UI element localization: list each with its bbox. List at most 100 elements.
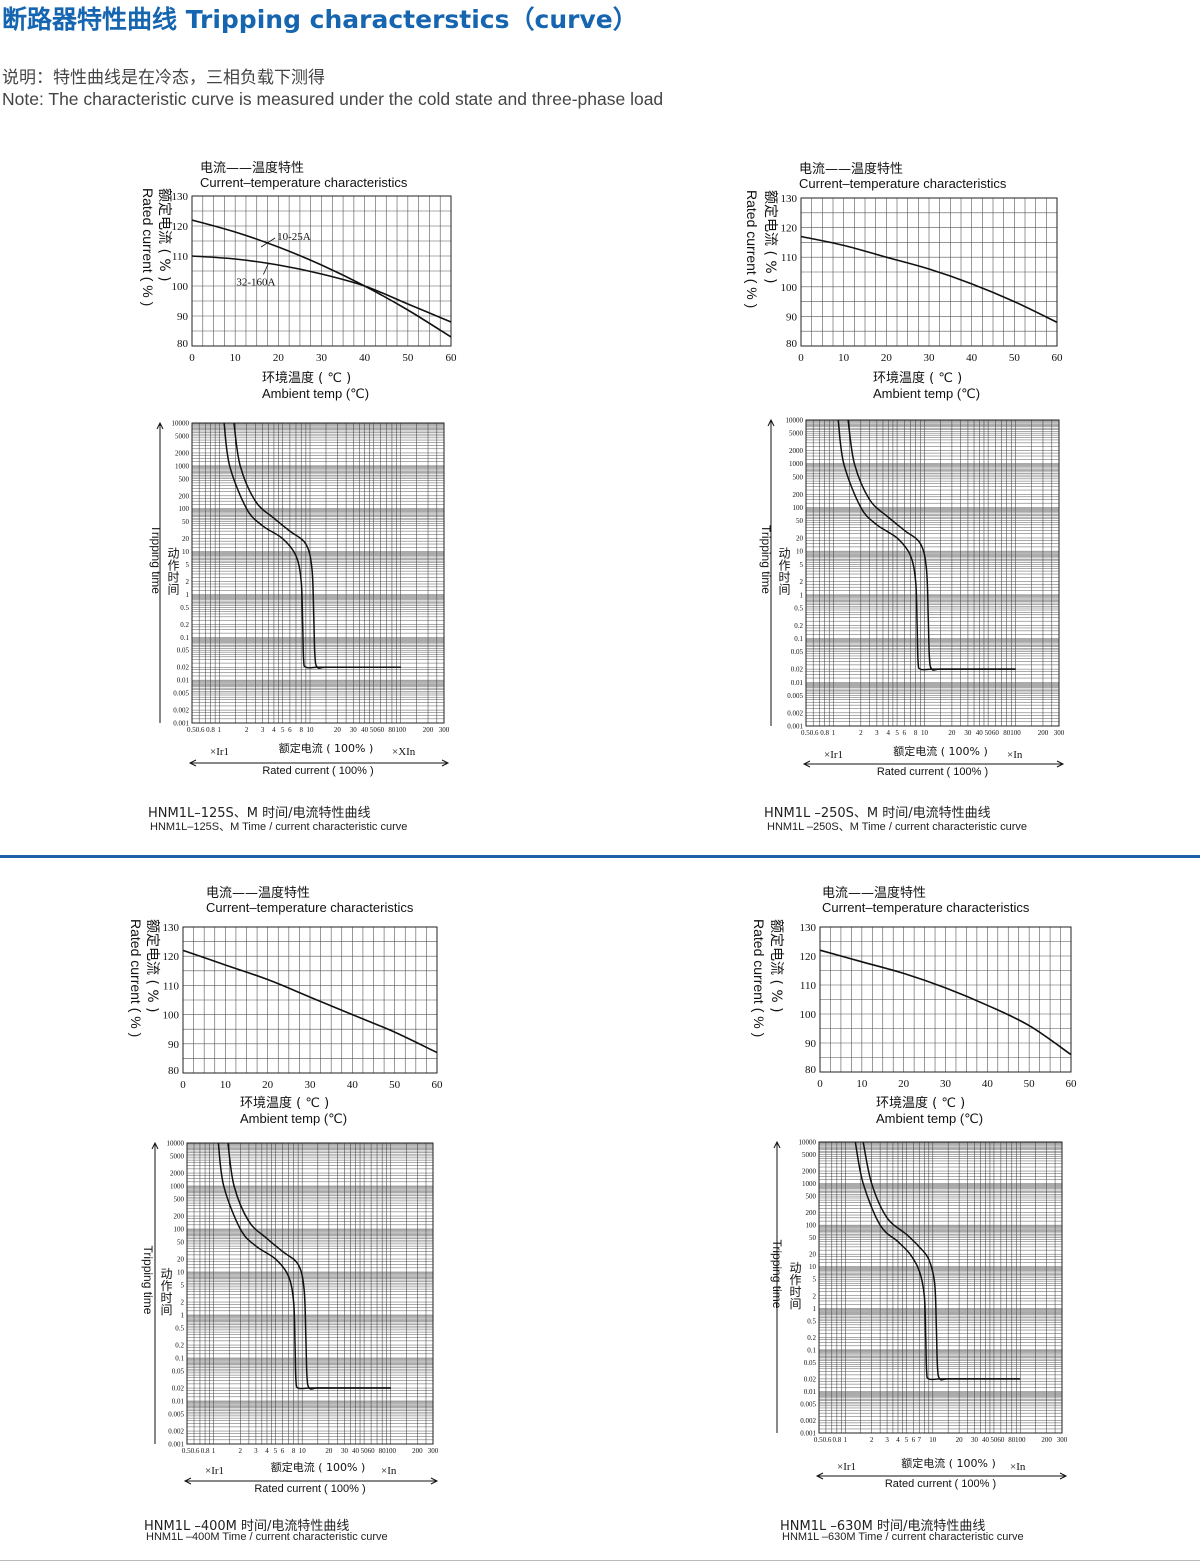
trip-x-tick: 0.50.6 bbox=[182, 1447, 200, 1455]
temp-x-tick: 50 bbox=[402, 352, 414, 364]
trip-y-tick: 200 bbox=[793, 491, 804, 499]
trip-y-tick: 200 bbox=[806, 1209, 817, 1217]
trip-xlabel-en: Rated current ( 100% ) bbox=[254, 1483, 365, 1495]
trip-x-tick: 3 bbox=[875, 729, 879, 737]
series-leader bbox=[260, 237, 276, 248]
trip-y-tick: 0.001 bbox=[787, 723, 803, 731]
trip-y-tick: 5000 bbox=[789, 430, 804, 438]
trip-x-left-label: ×Ir1 bbox=[824, 749, 843, 761]
trip-frame bbox=[191, 422, 445, 724]
trip-y-tick: 0.002 bbox=[173, 707, 189, 715]
trip-x-tick: 200 bbox=[1041, 1436, 1052, 1444]
caption-125-cn: HNM1L–125S、M 时间/电流特性曲线 bbox=[148, 806, 371, 821]
trip-x-tick: 40 bbox=[352, 1447, 360, 1455]
trip-x-tick: 6 bbox=[912, 1436, 916, 1444]
trip-x-tick: 5 bbox=[905, 1436, 909, 1444]
trip-x-left-label: ×Ir1 bbox=[837, 1461, 856, 1473]
trip-y-tick: 10 bbox=[796, 548, 804, 556]
trip-x-tick: 40 bbox=[982, 1436, 990, 1444]
trip-frame bbox=[186, 1142, 434, 1445]
series-label: 32-160A bbox=[236, 277, 275, 289]
trip-y-tick: 200 bbox=[179, 492, 190, 500]
trip-y-tick: 10000 bbox=[799, 1139, 817, 1147]
trip-ylabel-cn: 动作时间 bbox=[166, 547, 180, 595]
trip-y-tick: 5000 bbox=[175, 432, 190, 440]
trip-y-tick: 10000 bbox=[786, 417, 804, 425]
trip-x-tick: 2 bbox=[239, 1447, 243, 1455]
trip-y-tick: 0.002 bbox=[168, 1428, 184, 1436]
trip-x-right-label: ×XIn bbox=[392, 746, 416, 758]
trip-y-tick: 100 bbox=[179, 505, 190, 513]
trip-x-tick: 0.8 bbox=[206, 726, 215, 734]
temp-x-tick: 50 bbox=[1024, 1078, 1036, 1090]
arrow-right-icon bbox=[441, 759, 450, 767]
temp-ylabel-en: Rated current ( % ) bbox=[751, 919, 767, 1037]
temp-x-tick: 60 bbox=[432, 1079, 444, 1091]
temp-frame bbox=[182, 926, 438, 1074]
temp-title-cn: 电流——温度特性 bbox=[206, 885, 310, 901]
temp-x-tick: 0 bbox=[798, 352, 804, 364]
trip-y-tick: 0.005 bbox=[168, 1410, 184, 1418]
trip-ylabel-en: Tripping time bbox=[759, 525, 773, 594]
section-divider bbox=[0, 855, 1200, 858]
trip-x-tick: 7 bbox=[917, 1436, 921, 1444]
temp-xlabel-en: Ambient temp (℃) bbox=[873, 386, 980, 401]
temp-y-tick: 80 bbox=[177, 338, 189, 350]
trip-x-tick: 6 bbox=[281, 1447, 285, 1455]
temp-x-tick: 0 bbox=[817, 1078, 823, 1090]
temp-x-tick: 30 bbox=[924, 352, 936, 364]
trip-x-tick: 40 bbox=[361, 726, 369, 734]
arrow-right-icon bbox=[1056, 760, 1065, 768]
trip-y-tick: 0.001 bbox=[173, 720, 189, 728]
temp-y-tick: 120 bbox=[800, 951, 817, 963]
temp-x-tick: 20 bbox=[881, 352, 893, 364]
trip-y-tick: 1000 bbox=[802, 1180, 817, 1188]
temp-x-tick: 40 bbox=[359, 352, 371, 364]
trip-y-tick: 0.5 bbox=[807, 1317, 816, 1325]
trip-y-tick: 1 bbox=[186, 591, 190, 599]
caption-250-en: HNM1L –250S、M Time / current characteris… bbox=[767, 821, 1028, 833]
trip-x-tick: 5 bbox=[895, 729, 899, 737]
temp-y-tick: 90 bbox=[805, 1038, 817, 1050]
trip-frame bbox=[805, 419, 1060, 727]
trip-y-tick: 0.5 bbox=[180, 604, 189, 612]
trip-x-tick: 10 bbox=[307, 726, 315, 734]
temp-title-cn: 电流——温度特性 bbox=[200, 160, 304, 176]
arrow-right-icon bbox=[1059, 1472, 1068, 1480]
trip-x-tick: 3 bbox=[254, 1447, 258, 1455]
caption-630-en: HNM1L –630M Time / current characteristi… bbox=[782, 1531, 1024, 1543]
trip-xlabel-cn: 额定电流 ( 100% ) bbox=[271, 1460, 366, 1474]
trip-y-tick: 10 bbox=[182, 548, 190, 556]
trip-x-left-label: ×Ir1 bbox=[205, 1465, 224, 1477]
trip-x-tick: 50 bbox=[370, 726, 378, 734]
temp-ylabel-en: Rated current ( % ) bbox=[140, 188, 156, 306]
trip-x-tick: 200 bbox=[423, 726, 434, 734]
trip-x-tick: 4 bbox=[896, 1436, 900, 1444]
temp-title-cn: 电流——温度特性 bbox=[799, 161, 903, 177]
temp-xlabel-cn: 环境温度 ( ℃ ) bbox=[240, 1095, 329, 1111]
temp-y-tick: 100 bbox=[163, 1010, 180, 1022]
trip-x-tick: 1 bbox=[218, 726, 222, 734]
temp-xlabel-cn: 环境温度 ( ℃ ) bbox=[873, 370, 962, 386]
trip-y-tick: 5 bbox=[186, 561, 190, 569]
trip-y-tick: 100 bbox=[793, 504, 804, 512]
trip-y-tick: 0.01 bbox=[791, 679, 804, 687]
trip-x-tick: 4 bbox=[272, 726, 276, 734]
trip-y-tick: 1 bbox=[181, 1312, 185, 1320]
trip-x-tick: 1 bbox=[212, 1447, 216, 1455]
temp-x-tick: 30 bbox=[940, 1078, 952, 1090]
trip-y-tick: 10000 bbox=[172, 420, 190, 428]
temp-xlabel-en: Ambient temp (℃) bbox=[876, 1111, 983, 1126]
temp-x-tick: 50 bbox=[1009, 352, 1021, 364]
temp-y-tick: 110 bbox=[163, 980, 180, 992]
temp-xlabel-en: Ambient temp (℃) bbox=[262, 386, 369, 401]
note-english: Note: The characteristic curve is measur… bbox=[2, 89, 664, 109]
temp-x-tick: 10 bbox=[838, 352, 850, 364]
temp-x-tick: 60 bbox=[1052, 352, 1064, 364]
temp-y-tick: 130 bbox=[163, 922, 180, 934]
temp-frame bbox=[819, 926, 1072, 1073]
temp-curve-series0 bbox=[800, 235, 1058, 324]
